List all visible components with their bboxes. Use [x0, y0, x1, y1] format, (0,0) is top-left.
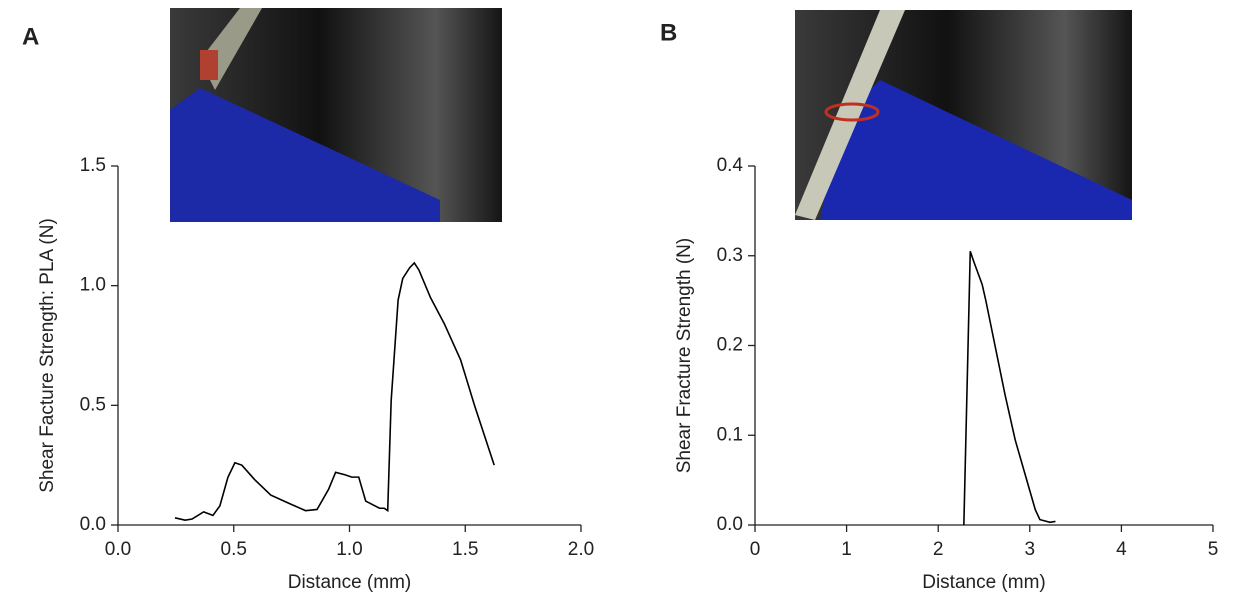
x-tick-label: 0.5 — [221, 539, 247, 560]
data-line — [174, 261, 495, 522]
x-tick-label: 5 — [1208, 539, 1219, 560]
y-axis-label: Shear Fracture Strength (N) — [674, 238, 695, 473]
y-tick-label: 0.2 — [717, 335, 743, 356]
x-tick-label: 0 — [750, 539, 761, 560]
y-tick-label: 0.5 — [80, 394, 106, 415]
x-tick-label: 2.0 — [568, 539, 594, 560]
x-tick-label: 0.0 — [105, 539, 131, 560]
panel-label: A — [22, 23, 39, 50]
y-axis-label: Shear Facture Strength: PLA (N) — [37, 218, 58, 493]
y-tick-label: 1.0 — [80, 275, 106, 296]
x-tick-label: 1.0 — [336, 539, 362, 560]
panel-label: B — [660, 19, 677, 46]
y-tick-label: 0.4 — [717, 155, 744, 176]
x-tick-label: 1 — [841, 539, 852, 560]
data-line — [963, 251, 1056, 526]
photo-b — [795, 10, 1132, 220]
photo-a — [170, 8, 502, 222]
y-tick-label: 0.0 — [717, 514, 743, 535]
x-tick-label: 2 — [933, 539, 944, 560]
y-tick-label: 0.0 — [80, 514, 106, 535]
x-tick-label: 1.5 — [452, 539, 478, 560]
y-tick-label: 1.5 — [80, 155, 106, 176]
x-axis-label: Distance (mm) — [288, 572, 412, 593]
x-tick-label: 3 — [1025, 539, 1036, 560]
y-tick-label: 0.3 — [717, 245, 743, 266]
y-tick-label: 0.1 — [717, 424, 743, 445]
x-axis-label: Distance (mm) — [922, 572, 1046, 593]
x-tick-label: 4 — [1116, 539, 1127, 560]
